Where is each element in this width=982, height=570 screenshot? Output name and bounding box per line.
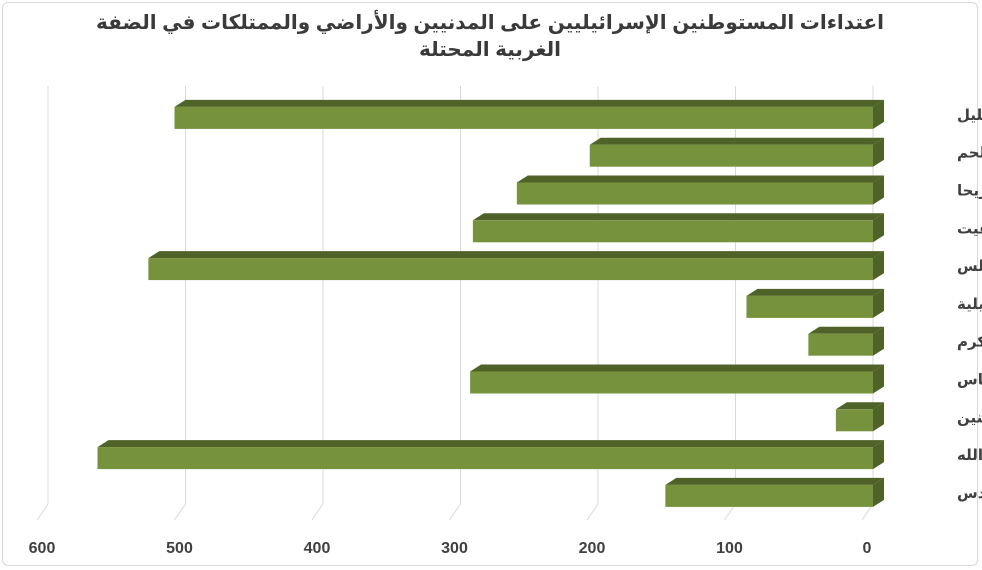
bar [516,175,884,205]
bar-front-face [835,409,873,432]
x-tick-label: 600 [29,540,56,557]
bar-front-face [148,258,873,281]
category-label: القدس [957,485,982,502]
category-label: رام الله [957,447,982,464]
x-tick-label: 200 [579,540,606,557]
bar-top-face [472,213,884,221]
bar-side-face [873,477,884,507]
bar-side-face [873,213,884,243]
bar [97,440,884,470]
bars [97,99,884,507]
category-label: طوباس [957,371,982,388]
bar-front-face [470,371,873,394]
bar [589,137,884,167]
bar-front-face [746,295,873,318]
bar-side-face [873,402,884,432]
bar-front-face [589,144,873,167]
bar [148,251,884,281]
bar-front-face [516,182,873,205]
bar-top-face [148,251,884,259]
chart-title: اعتداءات المستوطنين الإسرائيليين على الم… [95,12,885,61]
bar-front-face [665,484,873,507]
bar [472,213,884,243]
bar [470,364,884,394]
bar-side-face [873,137,884,167]
bar-top-face [808,326,884,334]
x-tick-label: 300 [441,540,468,557]
category-label: بيت لحم [957,145,982,162]
gridline-floor [36,503,49,521]
bar-side-face [873,251,884,281]
bar-side-face [873,364,884,394]
category-label: جنين [957,409,982,426]
category-label: سلفيت [957,220,982,237]
bar-top-face [835,402,884,410]
category-label: أريحا [957,180,982,199]
bar-top-face [174,99,884,107]
category-label: طولكرم [957,334,982,351]
x-tick-label: 500 [166,540,193,557]
category-labels: الخليل بيت لحم أريحا سلفيت نابلس قلقيلية طولكر… [957,107,982,502]
bar [746,288,884,318]
bar-top-face [746,288,884,296]
x-tick-label: 0 [863,540,872,557]
bar [665,477,884,507]
bar [174,99,884,129]
bar-front-face [97,447,873,470]
category-label: قلقيلية [957,296,982,313]
x-tick-label: 400 [304,540,331,557]
bar-side-face [873,440,884,470]
bar-front-face [174,106,873,129]
gridline-floor [174,503,186,521]
bar [835,402,884,432]
bar-side-face [873,99,884,129]
category-label: نابلس [957,258,982,275]
bar-top-face [516,175,884,183]
bar-top-face [589,137,884,145]
bar-front-face [808,333,873,356]
bar [808,326,884,356]
bar-side-face [873,175,884,205]
gridline-floor [311,503,324,521]
category-label: الخليل [957,107,982,124]
gridline-floor [449,503,461,521]
bar-front-face [472,220,873,243]
gridline-floor [586,503,599,521]
bar-side-face [873,288,884,318]
bar-top-face [470,364,884,372]
x-tick-labels: 0 100 200 300 400 500 600 [29,540,872,557]
bar-side-face [873,326,884,356]
bar-top-face [97,440,884,448]
x-tick-label: 100 [716,540,743,557]
bar-top-face [665,477,884,485]
